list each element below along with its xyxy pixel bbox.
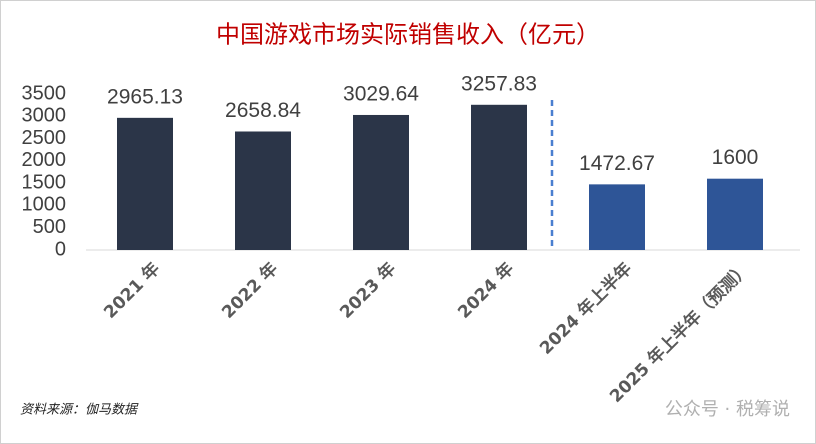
y-tick-label: 2500	[22, 127, 67, 149]
watermark: 公众号 · 税筹说	[665, 399, 790, 420]
value-label: 2658.84	[225, 99, 301, 122]
y-tick-label: 3000	[22, 105, 67, 127]
chart-title: 中国游戏市场实际销售收入（亿元）	[216, 21, 600, 49]
y-tick-label: 1500	[22, 171, 67, 193]
bar	[353, 114, 409, 250]
value-label: 3257.83	[461, 72, 537, 95]
value-label: 3029.64	[343, 83, 419, 106]
bar	[471, 104, 527, 251]
y-tick-label: 3500	[22, 82, 67, 104]
y-tick-label: 1000	[22, 194, 67, 216]
y-tick-label: 0	[55, 238, 66, 260]
y-tick-label: 500	[33, 216, 66, 238]
y-tick-label: 2000	[22, 149, 67, 171]
value-label: 2965.13	[107, 85, 183, 108]
source-note: 资料来源：伽马数据	[20, 403, 139, 418]
bar	[707, 178, 763, 250]
bar	[235, 131, 291, 250]
value-label: 1472.67	[579, 152, 655, 175]
bar	[589, 184, 645, 250]
value-label: 1600	[712, 146, 759, 169]
bar	[117, 117, 173, 250]
